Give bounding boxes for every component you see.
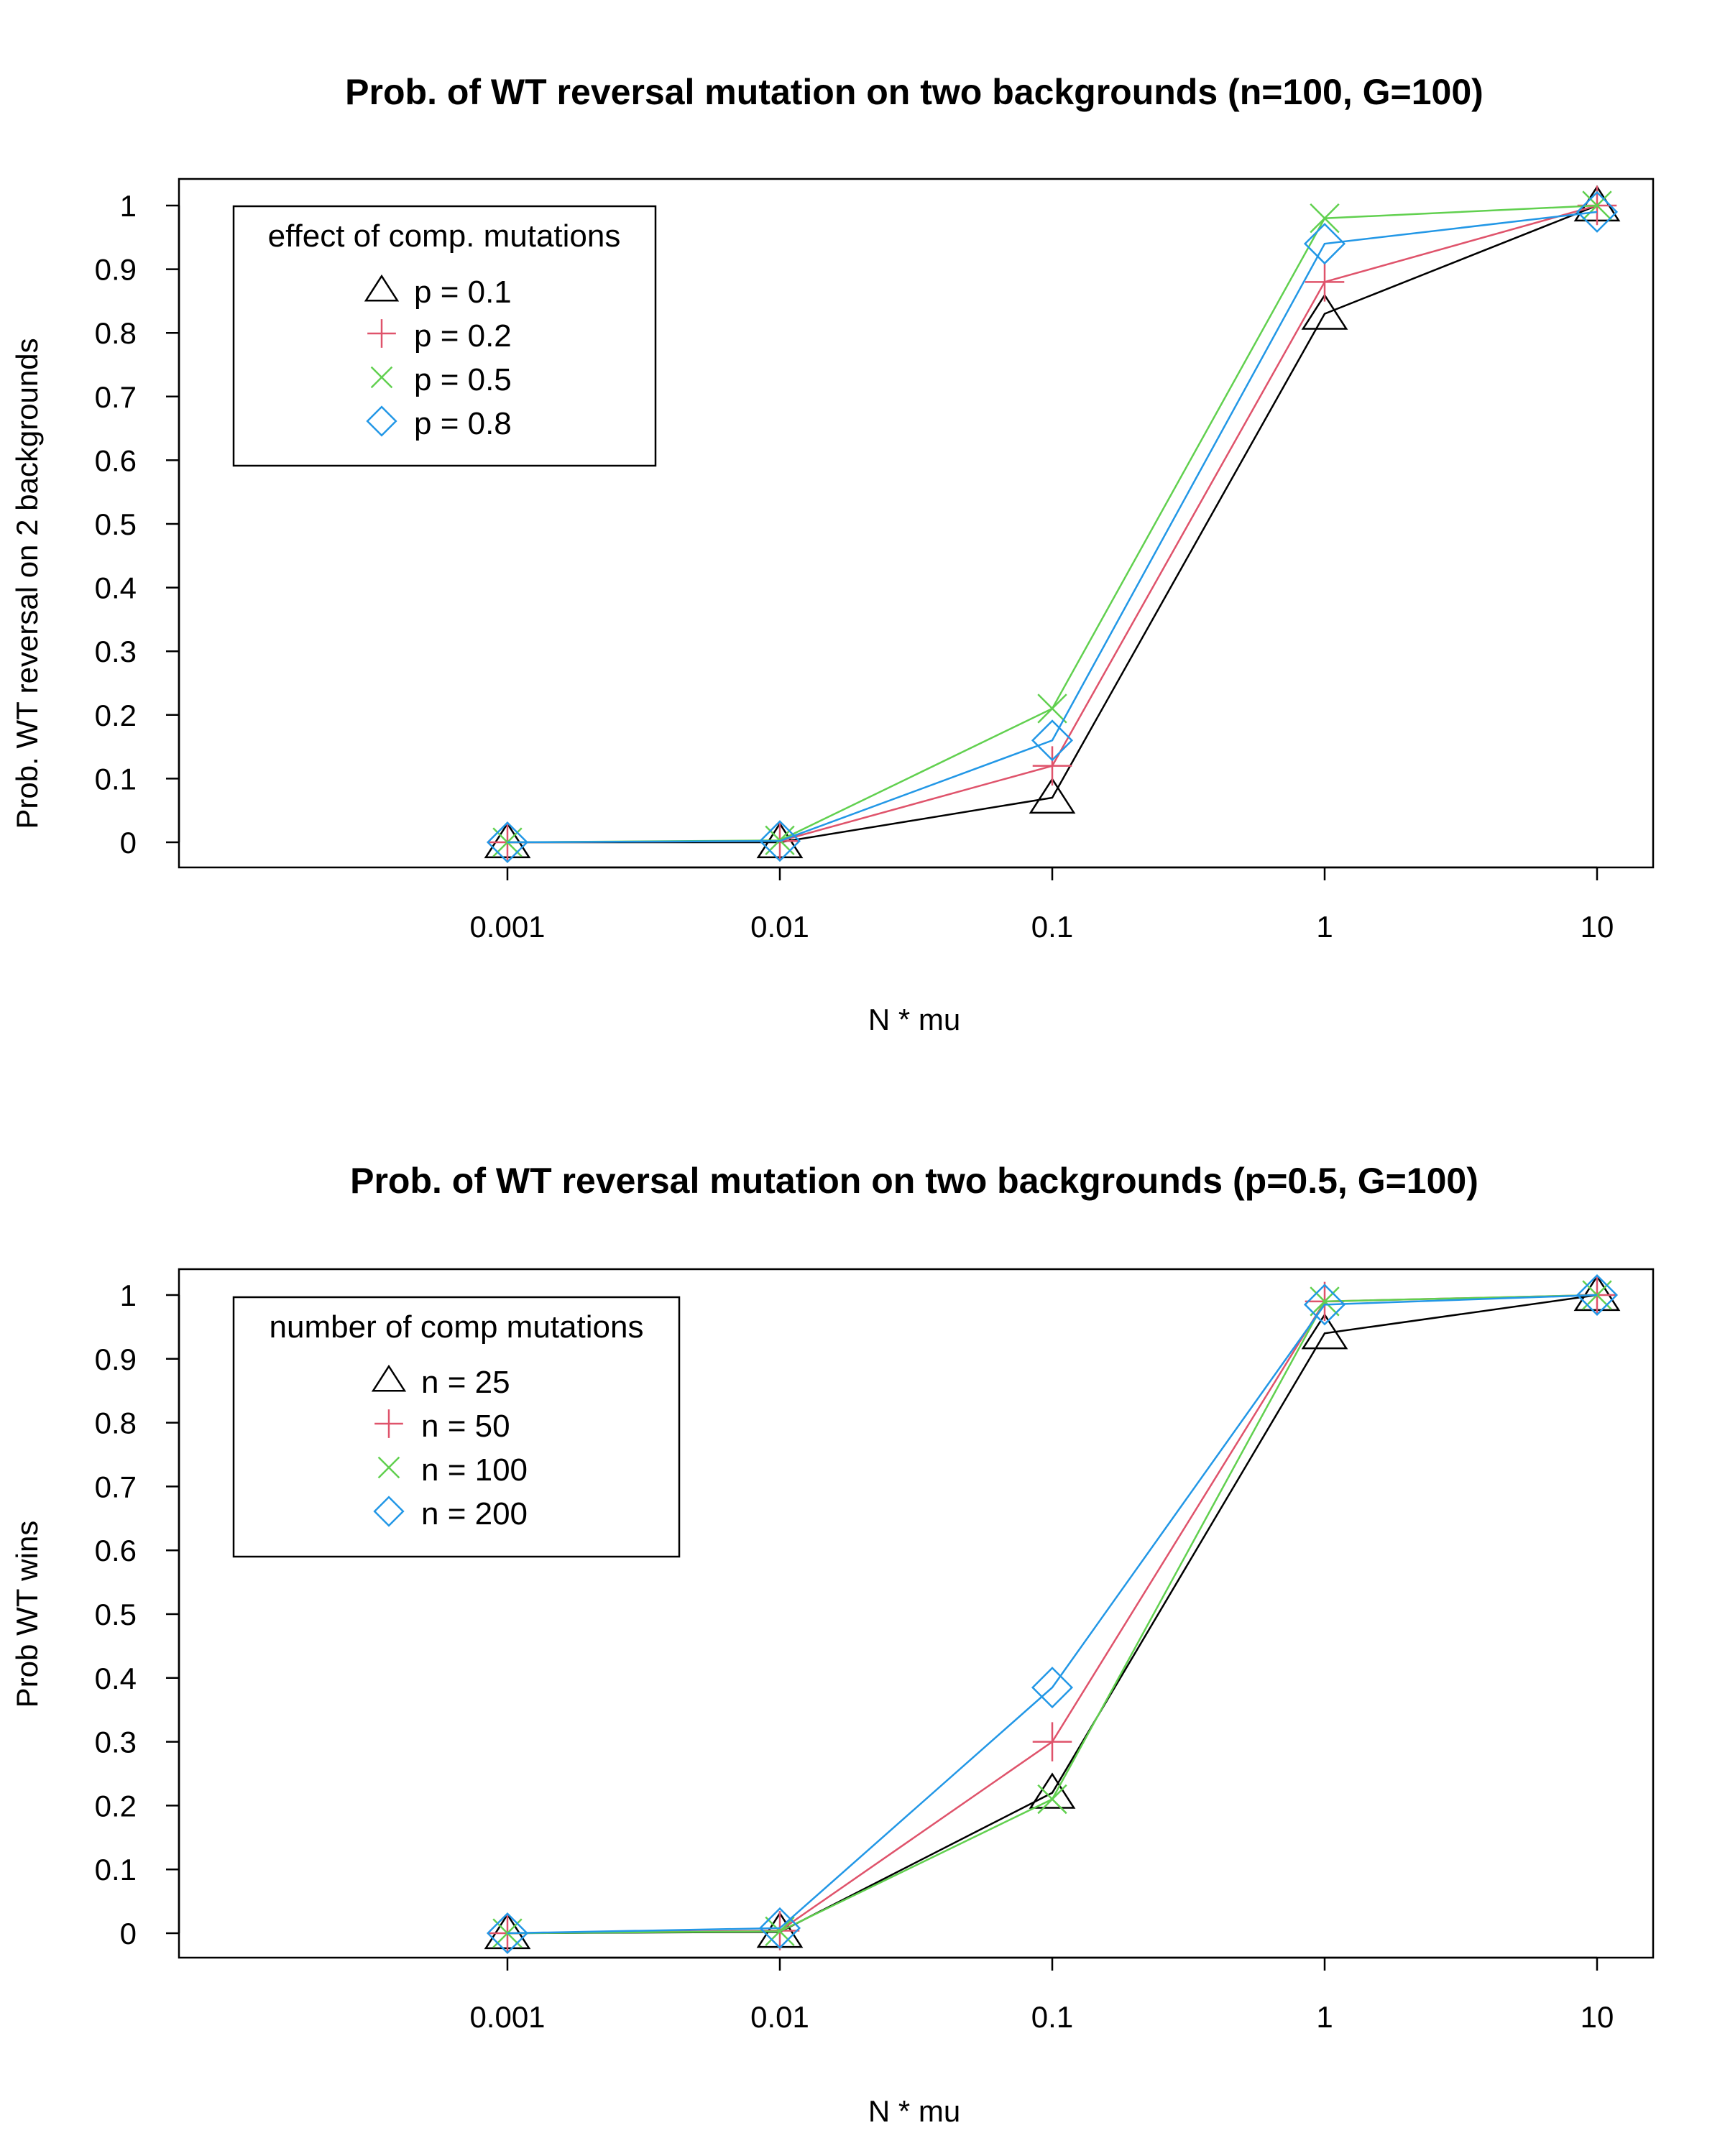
data-point-diamond (1576, 190, 1619, 233)
data-point-cross (765, 1916, 795, 1947)
legend-marker-plus (374, 1409, 403, 1438)
y-tick-label: 0.8 (95, 1406, 137, 1440)
data-point-plus (1305, 262, 1345, 302)
legend-label: p = 0.1 (414, 275, 512, 310)
legend-label: p = 0.8 (414, 406, 512, 441)
chart-panel-top: Prob. of WT reversal mutation on two bac… (10, 72, 1655, 1036)
y-axis: 0 0.1 0.2 0.3 0.4 0.5 0.6 0.7 0.8 0.9 1 (95, 1279, 180, 1950)
series-line (507, 1294, 1598, 1935)
y-tick-label: 0 (120, 826, 137, 860)
data-point-diamond (1576, 1273, 1619, 1317)
y-tick-label: 0 (120, 1917, 137, 1950)
data-point-plus (1032, 1722, 1072, 1761)
y-tick-label: 0.9 (95, 1342, 137, 1376)
data-point-cross (1310, 203, 1340, 234)
legend-marker-cross (370, 366, 393, 389)
y-tick-label: 0.6 (95, 443, 137, 477)
legend: number of comp mutations n = 25n = 50n =… (232, 1296, 681, 1558)
y-tick-label: 0.2 (95, 699, 137, 732)
y-tick-label: 0.6 (95, 1534, 137, 1567)
data-point-cross (1037, 694, 1067, 724)
data-point-cross (1582, 190, 1612, 221)
legend-marker-cross (377, 1456, 400, 1479)
x-tick-label: 0.001 (469, 2000, 545, 2034)
legend-title: number of comp mutations (270, 1309, 644, 1345)
series-diamond (486, 1273, 1619, 1955)
y-tick-label: 0.2 (95, 1789, 137, 1823)
y-axis-label: Prob. WT reversal on 2 backgrounds (10, 338, 44, 829)
y-tick-label: 0.4 (95, 1662, 137, 1695)
data-point-triangle (1029, 777, 1076, 814)
data-point-cross (1037, 1784, 1067, 1815)
legend-label: n = 50 (421, 1409, 510, 1444)
x-tick-label: 1 (1316, 910, 1333, 944)
y-tick-label: 0.3 (95, 635, 137, 668)
y-axis-label: Prob WT wins (10, 1521, 44, 1708)
x-axis: 0.001 0.01 0.1 1 10 (469, 866, 1614, 944)
x-tick-label: 0.001 (469, 910, 545, 944)
y-tick-label: 0.1 (95, 762, 137, 796)
x-tick-label: 0.01 (750, 910, 809, 944)
legend-label: p = 0.2 (414, 318, 512, 354)
y-tick-label: 0.1 (95, 1853, 137, 1886)
legend-marker-triangle (371, 1364, 407, 1392)
y-tick-label: 1 (120, 189, 137, 223)
legend-marker-diamond (373, 1496, 405, 1527)
legend-box (232, 1296, 681, 1558)
chart-title: Prob. of WT reversal mutation on two bac… (345, 72, 1484, 112)
data-point-diamond (1303, 1284, 1346, 1326)
legend-title: effect of comp. mutations (268, 218, 621, 254)
chart-title: Prob. of WT reversal mutation on two bac… (350, 1161, 1478, 1201)
legend-marker-plus (367, 319, 396, 348)
data-point-triangle (1029, 1772, 1076, 1809)
x-axis: 0.001 0.01 0.1 1 10 (469, 1956, 1614, 2034)
y-tick-label: 0.3 (95, 1726, 137, 1759)
series-layer (484, 1273, 1621, 1955)
data-point-diamond (486, 821, 529, 864)
y-tick-label: 0.4 (95, 571, 137, 605)
x-tick-label: 10 (1581, 2000, 1614, 2034)
series-line (507, 211, 1598, 844)
legend-marker-diamond (366, 405, 397, 437)
data-point-triangle (1301, 1313, 1348, 1350)
data-point-diamond (1031, 1667, 1074, 1709)
legend-marker-triangle (364, 274, 400, 302)
x-tick-label: 0.01 (750, 2000, 809, 2034)
legend-items: p = 0.1 p = 0.2 p = 0.5 p = 0.8 (364, 274, 512, 441)
y-tick-label: 0.5 (95, 1598, 137, 1631)
data-point-diamond (1031, 719, 1074, 762)
x-tick-label: 10 (1581, 910, 1614, 944)
x-tick-label: 0.1 (1031, 910, 1073, 944)
legend-label: n = 100 (421, 1452, 528, 1488)
series-diamond (486, 190, 1619, 864)
data-point-diamond (758, 820, 801, 862)
data-point-diamond (486, 1912, 529, 1955)
data-point-diamond (758, 1907, 801, 1949)
y-tick-label: 0.5 (95, 507, 137, 541)
chart-panel-bottom: Prob. of WT reversal mutation on two bac… (10, 1161, 1655, 2128)
legend-items: n = 25 n = 50 n = 100 n = 200 (371, 1364, 528, 1531)
x-tick-label: 1 (1316, 2000, 1333, 2034)
legend-label: n = 25 (421, 1365, 510, 1400)
data-point-diamond (1303, 223, 1346, 265)
legend-box (232, 205, 657, 467)
data-point-cross (1310, 1286, 1340, 1317)
y-tick-label: 0.7 (95, 380, 137, 414)
y-tick-label: 0.9 (95, 253, 137, 287)
legend-label: n = 200 (421, 1496, 528, 1531)
legend-label: p = 0.5 (414, 362, 512, 397)
y-tick-label: 1 (120, 1279, 137, 1312)
series-layer (484, 185, 1621, 864)
x-axis-label: N * mu (868, 2094, 960, 2128)
y-axis: 0 0.1 0.2 0.3 0.4 0.5 0.6 0.7 0.8 0.9 1 (95, 189, 180, 860)
y-tick-label: 0.7 (95, 1470, 137, 1503)
y-tick-label: 0.8 (95, 316, 137, 350)
legend: effect of comp. mutations p = 0.1 p = 0.2… (232, 205, 657, 467)
data-point-triangle (1301, 293, 1348, 330)
data-point-plus (1032, 746, 1072, 786)
x-tick-label: 0.1 (1031, 2000, 1073, 2034)
x-axis-label: N * mu (868, 1003, 960, 1036)
